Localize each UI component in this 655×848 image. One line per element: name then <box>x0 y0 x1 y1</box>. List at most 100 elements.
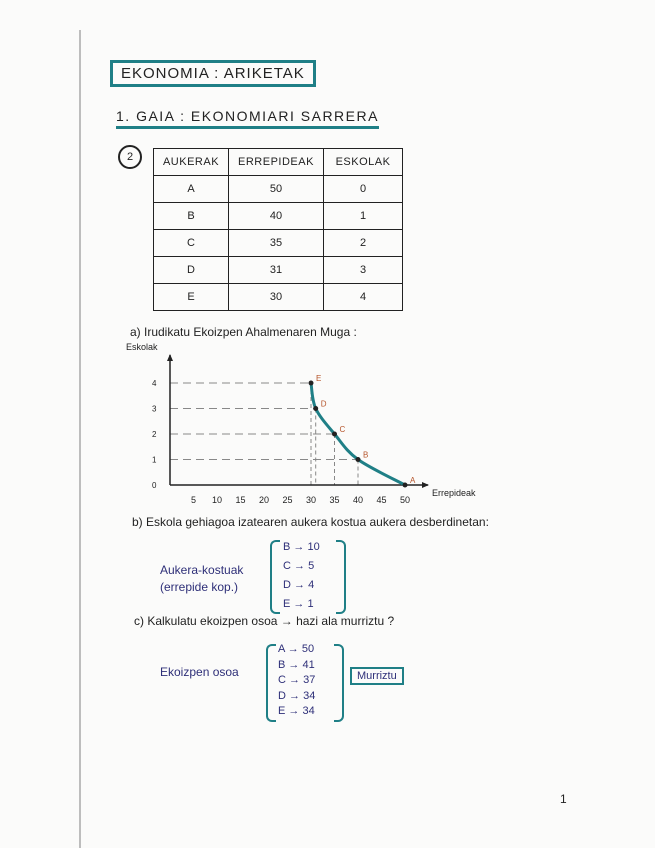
arrow-icon: → <box>285 689 304 702</box>
option-value: 37 <box>303 674 316 686</box>
option-label: B <box>283 541 291 553</box>
table-cell: A <box>153 175 229 203</box>
x-tick-label: 10 <box>212 495 222 505</box>
y-axis-label: Eskolak <box>126 342 158 352</box>
option-value: 41 <box>302 658 315 671</box>
option-value: 34 <box>303 689 316 702</box>
option-value: 34 <box>302 705 315 717</box>
arrow-icon: → <box>284 643 302 655</box>
point-label: A <box>410 476 416 485</box>
table-header: ESKOLAK <box>323 148 403 176</box>
option-label: D <box>278 689 286 702</box>
data-point-a <box>402 482 408 488</box>
table-row: E 30 4 <box>153 283 403 311</box>
options-table: AUKERAK ERREPIDEAK ESKOLAK A 50 0 B 40 1 C 35… <box>153 148 403 311</box>
x-tick-label: 45 <box>376 495 386 505</box>
opportunity-cost-label: Aukera-kostuak <box>160 563 244 577</box>
y-tick-label: 4 <box>152 379 157 388</box>
list-item: B → 10 <box>283 538 320 557</box>
point-label: C <box>340 425 346 434</box>
part-c-heading: c) Kalkulatu ekoizpen osoa → hazi ala mu… <box>134 614 395 628</box>
point-label: D <box>321 400 327 409</box>
table-row: B 40 1 <box>153 202 403 230</box>
list-item: E → 34 <box>278 704 315 720</box>
option-label: C <box>278 674 286 686</box>
x-axis-arrow-icon <box>422 482 429 488</box>
total-production-list: A → 50 B → 41 C → 37 D → 34 E → 34 <box>278 642 315 720</box>
table-header: AUKERAK <box>153 148 229 176</box>
list-item: D → 4 <box>283 576 320 595</box>
table-cell: 31 <box>228 256 324 284</box>
arrow-icon: → <box>290 579 309 591</box>
arrow-icon: → <box>285 658 303 671</box>
right-brace <box>334 644 344 722</box>
page-title: EKONOMIA : ARIKETAK <box>110 60 316 87</box>
option-value: 4 <box>308 579 315 591</box>
option-value: 5 <box>308 560 315 572</box>
option-label: B <box>278 658 286 671</box>
data-point-b <box>355 457 361 462</box>
x-tick-label: 5 <box>191 495 196 505</box>
y-axis-arrow-icon <box>167 354 173 361</box>
option-label: A <box>278 643 285 655</box>
point-label: E <box>316 374 321 383</box>
table-cell: 1 <box>323 202 403 230</box>
part-b-heading: b) Eskola gehiagoa izatearen aukera kost… <box>132 515 489 529</box>
part-a-heading: a) Irudikatu Ekoizpen Ahalmenaren Muga : <box>130 325 357 339</box>
data-point-c <box>332 431 337 437</box>
option-value: 1 <box>307 598 314 610</box>
y-tick-label: 2 <box>152 430 157 439</box>
table-cell: 2 <box>323 229 403 257</box>
arrow-icon: → <box>290 598 308 610</box>
arrow-icon: → <box>285 705 303 717</box>
section-subtitle: 1. GAIA : EKONOMIARI SARRERA <box>116 108 379 129</box>
left-brace <box>266 644 276 722</box>
table-cell: 30 <box>228 283 324 311</box>
exercise-number: 2 <box>118 145 142 169</box>
table-row: D 31 3 <box>153 256 403 284</box>
table-cell: 4 <box>323 283 403 311</box>
page-number: 1 <box>560 792 567 806</box>
list-item: C → 37 <box>278 673 315 689</box>
option-label: D <box>283 579 291 591</box>
data-point-e <box>308 380 314 386</box>
list-item: C → 5 <box>283 557 320 576</box>
option-value: 50 <box>301 643 315 655</box>
list-item: B → 41 <box>278 658 315 674</box>
y-tick-label: 0 <box>152 481 157 490</box>
x-tick-label: 25 <box>282 495 292 505</box>
arrow-icon: → <box>290 541 308 553</box>
list-item: E → 1 <box>283 595 320 614</box>
x-tick-label: 40 <box>353 495 363 505</box>
table-row: C 35 2 <box>153 229 403 257</box>
list-item: A → 50 <box>278 642 315 658</box>
left-brace <box>270 540 280 614</box>
x-tick-label: 15 <box>235 495 245 505</box>
x-tick-label: 35 <box>329 495 339 505</box>
opportunity-cost-unit: (errepide kop.) <box>160 580 239 594</box>
y-tick-label: 1 <box>152 456 157 465</box>
x-tick-label: 20 <box>259 495 269 505</box>
option-label: E <box>278 705 286 717</box>
option-value: 10 <box>307 541 320 553</box>
arrow-icon: → <box>285 674 304 686</box>
table-cell: D <box>153 256 229 284</box>
x-axis-label: Errepideak <box>432 488 476 498</box>
y-tick-label: 3 <box>152 405 157 414</box>
table-cell: E <box>153 283 229 311</box>
right-brace <box>336 540 346 614</box>
list-item: D → 34 <box>278 689 315 705</box>
conclusion-box: Murriztu <box>350 667 404 685</box>
option-label: E <box>283 598 291 610</box>
table-cell: C <box>153 229 229 257</box>
total-production-label: Ekoizpen osoa <box>160 665 239 679</box>
data-point-d <box>313 406 319 411</box>
point-label: B <box>363 451 368 460</box>
x-tick-label: 50 <box>400 495 410 505</box>
option-label: C <box>283 560 291 572</box>
arrow-icon: → <box>290 560 309 572</box>
table-cell: 3 <box>323 256 403 284</box>
page-margin-line <box>79 30 81 848</box>
